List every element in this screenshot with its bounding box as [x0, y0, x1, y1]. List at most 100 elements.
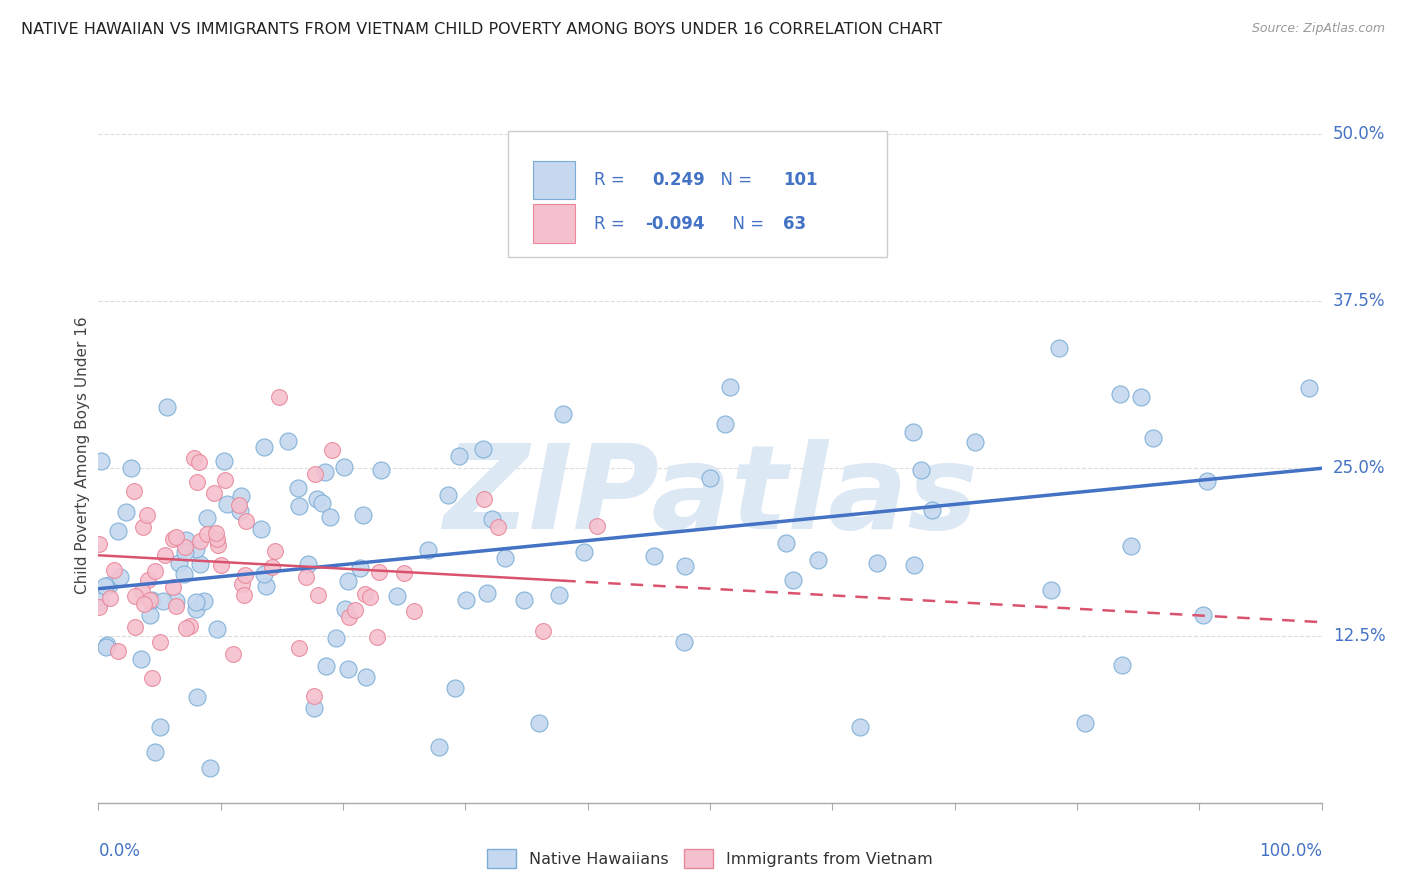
Point [122, 483, 145, 498]
Point [488, 520, 510, 534]
Text: 12.5%: 12.5% [1333, 626, 1385, 645]
Point [699, 471, 721, 485]
Point [336, 661, 359, 675]
Point [136, 508, 159, 523]
Point [188, 533, 211, 548]
Point [963, 434, 986, 449]
Point [321, 442, 343, 457]
Point [352, 508, 374, 522]
Point [494, 550, 516, 565]
Legend: Native Hawaiians, Immigrants from Vietnam: Native Hawaiians, Immigrants from Vietna… [481, 843, 939, 875]
Point [472, 442, 495, 456]
Point [89, 594, 111, 608]
Point [921, 502, 943, 516]
Point [267, 391, 290, 405]
Point [474, 491, 496, 506]
Point [673, 634, 696, 648]
Point [427, 739, 450, 754]
Point [155, 401, 177, 415]
Text: N =: N = [723, 215, 769, 233]
Point [586, 519, 609, 533]
Point [249, 522, 271, 536]
Point [1121, 539, 1143, 553]
Point [387, 589, 409, 603]
Point [231, 577, 253, 591]
Point [124, 620, 146, 634]
Point [197, 511, 219, 525]
Point [98, 591, 121, 605]
Point [115, 505, 138, 519]
Point [173, 544, 195, 558]
Point [264, 543, 287, 558]
Point [1195, 474, 1218, 488]
Point [253, 441, 276, 455]
Text: -0.094: -0.094 [645, 215, 704, 233]
Text: R =: R = [593, 215, 630, 233]
Point [143, 564, 166, 578]
Point [96, 640, 118, 654]
Point [437, 488, 460, 502]
Point [344, 603, 367, 617]
Point [807, 553, 830, 567]
Point [454, 592, 477, 607]
Point [288, 499, 311, 513]
Y-axis label: Child Poverty Among Boys Under 16: Child Poverty Among Boys Under 16 [75, 316, 90, 594]
Point [149, 720, 172, 734]
Point [87, 537, 110, 551]
Point [184, 542, 207, 557]
Point [186, 595, 208, 609]
Point [229, 504, 252, 518]
Point [319, 509, 342, 524]
Point [775, 536, 797, 550]
Point [315, 659, 337, 673]
Point [304, 467, 326, 481]
Point [186, 690, 208, 704]
Point [198, 761, 221, 775]
Point [155, 548, 177, 562]
Point [193, 594, 215, 608]
Point [673, 558, 696, 573]
Point [131, 520, 153, 534]
FancyBboxPatch shape [533, 161, 575, 199]
Point [416, 543, 439, 558]
Point [87, 600, 110, 615]
Point [214, 473, 236, 487]
Point [311, 495, 333, 509]
Point [1109, 387, 1132, 401]
Point [370, 463, 392, 477]
Point [643, 549, 665, 563]
Text: NATIVE HAWAIIAN VS IMMIGRANTS FROM VIETNAM CHILD POVERTY AMONG BOYS UNDER 16 COR: NATIVE HAWAIIAN VS IMMIGRANTS FROM VIETN… [21, 22, 942, 37]
Point [1074, 715, 1097, 730]
Point [304, 689, 326, 703]
Text: 63: 63 [783, 215, 807, 233]
Point [307, 588, 329, 602]
Point [529, 715, 551, 730]
Point [262, 560, 284, 574]
Point [186, 475, 208, 489]
Point [1298, 381, 1320, 395]
Point [131, 584, 153, 599]
Point [354, 669, 377, 683]
Point [165, 593, 187, 607]
Point [231, 489, 253, 503]
Point [188, 557, 211, 571]
Point [481, 512, 503, 526]
FancyBboxPatch shape [533, 204, 575, 243]
Point [368, 566, 391, 580]
Point [205, 622, 228, 636]
FancyBboxPatch shape [508, 131, 887, 257]
Point [132, 597, 155, 611]
Point [202, 486, 225, 500]
Point [207, 538, 229, 552]
Point [252, 567, 274, 582]
Point [903, 558, 925, 573]
Point [339, 609, 361, 624]
Text: R =: R = [593, 170, 636, 189]
Text: 101: 101 [783, 170, 818, 189]
Point [551, 408, 574, 422]
Point [141, 593, 163, 607]
Point [287, 640, 309, 655]
Point [297, 557, 319, 571]
Point [173, 567, 195, 582]
Point [136, 573, 159, 587]
